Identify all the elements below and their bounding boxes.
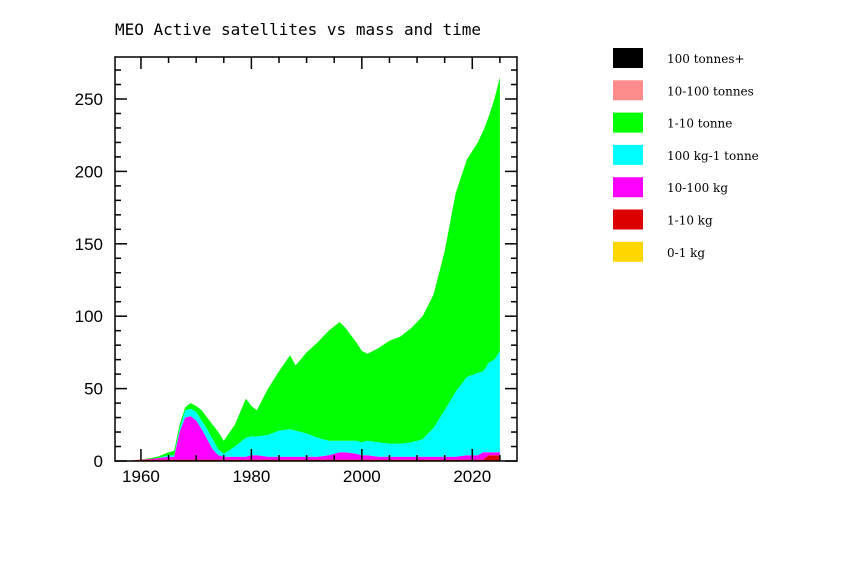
- legend-swatch: [613, 48, 643, 68]
- legend-label: 1-10 tonne: [667, 117, 732, 131]
- legend-swatch: [613, 177, 643, 198]
- x-tick-label: 2020: [453, 467, 491, 486]
- legend-swatch: [613, 144, 643, 165]
- legend-item: 1-10 tonne: [613, 112, 732, 133]
- x-tick-label: 1960: [122, 467, 160, 486]
- legend: 100 tonnes+ 10-100 tonnes 1-10 tonne 100 kg…: [613, 48, 759, 262]
- legend-swatch: [613, 209, 643, 230]
- legend-item: 100 kg-1 tonne: [613, 144, 759, 165]
- y-tick-label: 250: [75, 90, 103, 109]
- y-tick-label: 0: [94, 452, 103, 471]
- y-tick-label: 150: [75, 235, 103, 254]
- area-100-kg-1-tonne: [124, 350, 500, 461]
- legend-label: 10-100 kg: [667, 181, 728, 195]
- y-tick-label: 50: [84, 380, 103, 399]
- legend-label: 100 tonnes+: [667, 52, 745, 66]
- legend-swatch: [613, 112, 643, 133]
- chart-title: MEO Active satellites vs mass and time: [115, 20, 481, 39]
- legend-item: 0-1 kg: [613, 241, 705, 262]
- legend-item: 10-100 kg: [613, 177, 728, 198]
- legend-item: 10-100 tonnes: [613, 80, 754, 101]
- plot-areas: [124, 77, 500, 462]
- y-tick-label: 200: [75, 162, 103, 181]
- legend-label: 100 kg-1 tonne: [667, 149, 759, 163]
- legend-label: 0-1 kg: [667, 246, 705, 260]
- area-10-100-kg: [124, 416, 500, 461]
- legend-swatch: [613, 241, 643, 262]
- axes: 0 50 100 150 200 250 1960 1980 2000 2020: [75, 56, 518, 486]
- y-tick-label: 100: [75, 307, 103, 326]
- x-tick-label: 1980: [232, 467, 270, 486]
- legend-label: 1-10 kg: [667, 214, 713, 228]
- legend-swatch: [613, 80, 643, 101]
- legend-label: 10-100 tonnes: [667, 84, 754, 98]
- legend-item: 1-10 kg: [613, 209, 713, 230]
- area-1-10-tonne: [124, 77, 500, 462]
- x-tick-label: 2000: [343, 467, 381, 486]
- legend-item: 100 tonnes+: [613, 48, 745, 68]
